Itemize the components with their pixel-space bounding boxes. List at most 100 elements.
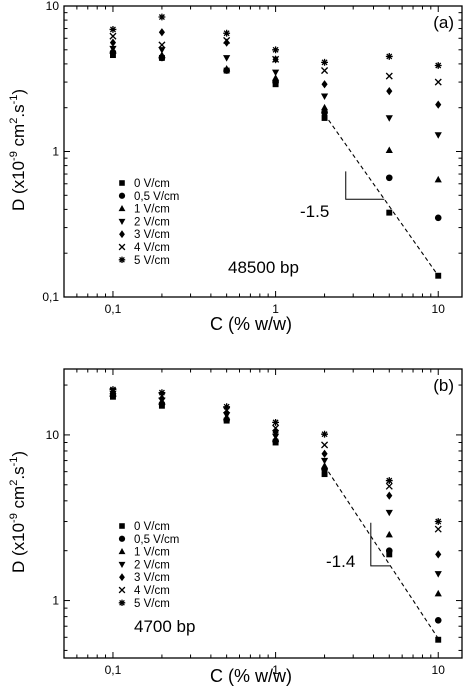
legend-marker (119, 180, 125, 186)
data-point (320, 93, 329, 100)
data-point (109, 32, 117, 40)
y-tick-label: 10 (46, 428, 60, 442)
legend-marker (119, 230, 125, 239)
legend-label: 0,5 V/cm (134, 191, 179, 203)
y-axis-label-part: ) (9, 451, 28, 457)
data-point (434, 571, 442, 578)
data-point (434, 525, 442, 533)
data-point (320, 462, 329, 469)
data-point (434, 132, 442, 139)
legend-label: 2 V/cm (134, 216, 170, 228)
data-point (158, 13, 166, 21)
y-axis-label-part: -9 (8, 513, 20, 523)
data-point (158, 41, 166, 49)
data-point (109, 38, 117, 47)
data-point (223, 408, 230, 417)
data-point (223, 36, 231, 44)
fragment-size-label: 4700 bp (134, 617, 195, 636)
data-point (109, 26, 117, 33)
data-point (434, 214, 442, 222)
x-tick-label: 10 (432, 302, 446, 316)
y-axis-label-part: cm (9, 124, 28, 151)
data-point (385, 509, 393, 517)
x-tick-label: 1 (272, 302, 279, 316)
plot-frame (63, 5, 463, 298)
data-point (435, 636, 442, 643)
plot-frame (63, 368, 463, 659)
legend-label: 5 V/cm (134, 598, 170, 610)
slope-label: -1.5 (300, 202, 329, 221)
data-point (434, 518, 442, 525)
data-point (434, 62, 442, 69)
legend-label: 0,5 V/cm (134, 534, 179, 546)
chart-panel-b: 0,1 1 10 1 10 C (% w/w) D (x10-9 cm2.s-1) (b) 47… (8, 368, 463, 686)
y-axis-label: D (x10-9 cm2.s-1) (8, 451, 28, 573)
x-axis-label: C (% w/w) (210, 666, 292, 686)
data-point (109, 386, 117, 393)
legend-marker (118, 548, 126, 555)
x-axis-label: C (% w/w) (210, 314, 292, 334)
data-point (321, 441, 329, 449)
slope-triangle (370, 522, 391, 567)
data-point (385, 115, 393, 122)
series-asterisk (109, 13, 442, 69)
legend-marker (119, 573, 125, 582)
data-point (386, 86, 393, 96)
data-point (271, 74, 280, 81)
series-asterisk (109, 386, 442, 525)
data-point (271, 433, 280, 441)
data-point (272, 46, 280, 54)
legend-marker (118, 205, 126, 212)
panel-label: (b) (433, 376, 454, 395)
legend-marker (118, 586, 126, 594)
legend-label: 5 V/cm (134, 255, 170, 267)
legend-marker (118, 535, 126, 542)
legend-marker (118, 192, 126, 199)
y-axis-label-part: -1 (8, 95, 20, 105)
data-point (385, 482, 393, 490)
data-point (158, 394, 165, 403)
data-point (223, 65, 231, 72)
legend-label: 0 V/cm (134, 178, 170, 190)
legend-label: 1 V/cm (134, 547, 170, 559)
data-point (321, 115, 328, 121)
legend-label: 4 V/cm (134, 585, 170, 597)
y-axis-label-part: D (x10 (9, 161, 28, 211)
data-point (272, 55, 280, 63)
slope-label: -1.4 (326, 552, 355, 571)
data-point (386, 491, 393, 500)
legend-label: 1 V/cm (134, 204, 170, 216)
data-point (434, 175, 442, 183)
data-point (435, 550, 442, 559)
y-axis-label-part: D (x10 (9, 523, 28, 573)
x-tick-label: 10 (432, 663, 446, 677)
data-point (272, 424, 280, 432)
data-point (434, 616, 442, 624)
data-point (321, 471, 328, 478)
y-axis-label: D (x10-9 cm2.s-1) (8, 89, 28, 211)
data-point (385, 146, 393, 153)
series-triangle-down (109, 45, 442, 139)
data-point (158, 28, 165, 37)
data-point (385, 174, 393, 182)
fragment-size-label: 48500 bp (228, 258, 299, 277)
data-point (385, 530, 393, 538)
data-point (386, 209, 393, 216)
legend-label: 2 V/cm (134, 559, 170, 571)
x-tick-label: 0,1 (105, 302, 122, 316)
data-point (223, 38, 230, 47)
panel-label: (a) (433, 13, 454, 32)
data-point (223, 29, 231, 37)
y-axis-label-part: 2 (8, 118, 20, 124)
data-point (321, 449, 328, 458)
chart-panel-a: 0,1 1 10 0,1 1 10 C (% w/w) D (x10-9 cm2.s-1) (a… (8, 0, 463, 334)
data-point (434, 78, 442, 86)
x-tick-label: 0,1 (105, 663, 122, 677)
legend: 0 V/cm0,5 V/cm1 V/cm2 V/cm3 V/cm4 V/cm5 … (118, 521, 179, 610)
data-point (320, 103, 329, 111)
data-point (158, 389, 166, 397)
legend-label: 0 V/cm (134, 521, 170, 533)
y-axis-label-part: -1 (8, 457, 20, 467)
legend-marker (118, 561, 126, 568)
y-tick-label: 1 (52, 594, 59, 608)
